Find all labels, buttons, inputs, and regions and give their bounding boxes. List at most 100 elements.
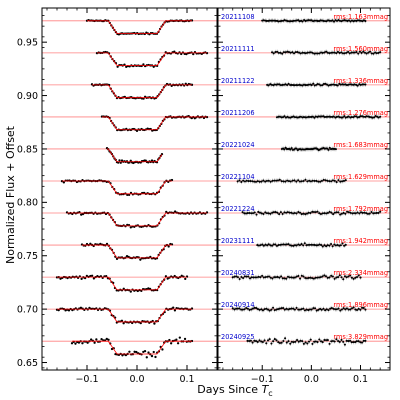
data-point	[263, 308, 266, 311]
data-point	[323, 20, 327, 23]
data-point	[332, 20, 336, 23]
data-point	[313, 307, 317, 310]
data-point	[261, 243, 264, 246]
y-tick-label: 0.75	[17, 251, 38, 262]
data-point	[256, 308, 259, 311]
data-point	[329, 115, 332, 118]
data-point	[373, 212, 376, 215]
data-point	[269, 276, 272, 279]
data-point	[74, 342, 77, 345]
data-point	[290, 276, 293, 279]
data-point	[292, 212, 295, 215]
data-point	[285, 211, 288, 214]
data-point	[105, 242, 109, 246]
data-point	[271, 51, 274, 54]
data-point	[290, 307, 293, 310]
data-point	[277, 51, 280, 54]
data-point	[354, 212, 357, 215]
data-point	[298, 244, 301, 247]
data-point	[245, 275, 248, 278]
data-point	[340, 51, 343, 54]
data-point	[321, 84, 324, 87]
data-point	[319, 276, 322, 279]
data-point	[263, 339, 266, 342]
data-point	[173, 210, 177, 213]
data-point	[267, 179, 270, 182]
data-point	[345, 51, 348, 54]
data-point	[308, 179, 311, 182]
data-point	[365, 52, 368, 55]
data-point	[345, 307, 349, 310]
data-point	[360, 51, 363, 54]
data-point	[278, 213, 281, 216]
data-point	[253, 180, 256, 183]
data-point	[287, 51, 291, 54]
x-axis-label-sub: c	[268, 389, 272, 398]
data-point	[311, 210, 314, 213]
data-point	[89, 274, 92, 278]
data-point	[272, 306, 275, 309]
data-point	[122, 322, 125, 325]
data-point	[241, 211, 244, 214]
data-point	[180, 274, 183, 277]
data-point	[288, 211, 291, 214]
data-point	[270, 19, 273, 22]
data-point	[354, 341, 357, 344]
data-point	[329, 307, 332, 310]
data-point	[293, 211, 296, 215]
data-point	[236, 307, 239, 310]
data-point	[285, 307, 288, 310]
data-point	[169, 342, 173, 345]
data-point	[121, 354, 124, 357]
data-point	[276, 179, 280, 182]
data-point	[333, 211, 336, 214]
data-point	[287, 243, 290, 246]
data-point	[372, 212, 375, 215]
data-point	[147, 351, 150, 354]
data-point	[292, 52, 296, 55]
data-point	[297, 19, 300, 22]
data-point	[279, 51, 282, 54]
data-point	[295, 244, 298, 247]
data-point	[259, 276, 262, 279]
data-point	[370, 52, 373, 55]
data-point	[274, 50, 277, 54]
data-point	[148, 287, 152, 291]
data-point	[293, 276, 296, 279]
data-point	[343, 275, 347, 278]
data-point	[236, 276, 239, 279]
data-point	[285, 341, 288, 344]
data-point	[275, 339, 278, 342]
data-point	[325, 115, 328, 118]
data-point	[271, 277, 274, 280]
data-point	[302, 342, 305, 345]
data-point	[280, 116, 283, 119]
data-point	[77, 341, 81, 344]
x-axis-label-text: Days Since	[197, 383, 261, 396]
date-label: 20240914	[221, 301, 255, 309]
data-point	[267, 84, 270, 87]
data-point	[348, 339, 352, 342]
data-point	[127, 255, 130, 259]
data-point	[360, 341, 364, 344]
data-point	[358, 212, 361, 215]
data-point	[297, 340, 300, 343]
data-point	[283, 211, 286, 214]
data-point	[271, 211, 274, 214]
data-point	[259, 244, 262, 247]
data-point	[323, 339, 326, 342]
data-point	[330, 307, 333, 310]
data-point	[273, 276, 276, 279]
data-point	[274, 276, 277, 279]
data-point	[236, 180, 239, 183]
data-point	[341, 242, 344, 245]
x-axis-label-var: T	[262, 383, 270, 396]
data-point	[283, 277, 286, 280]
data-point	[95, 338, 98, 341]
data-point	[282, 180, 285, 183]
data-point	[342, 307, 345, 310]
data-point	[342, 340, 345, 343]
data-point	[90, 274, 94, 277]
rms-label: rms:3.829mmag	[333, 333, 388, 341]
